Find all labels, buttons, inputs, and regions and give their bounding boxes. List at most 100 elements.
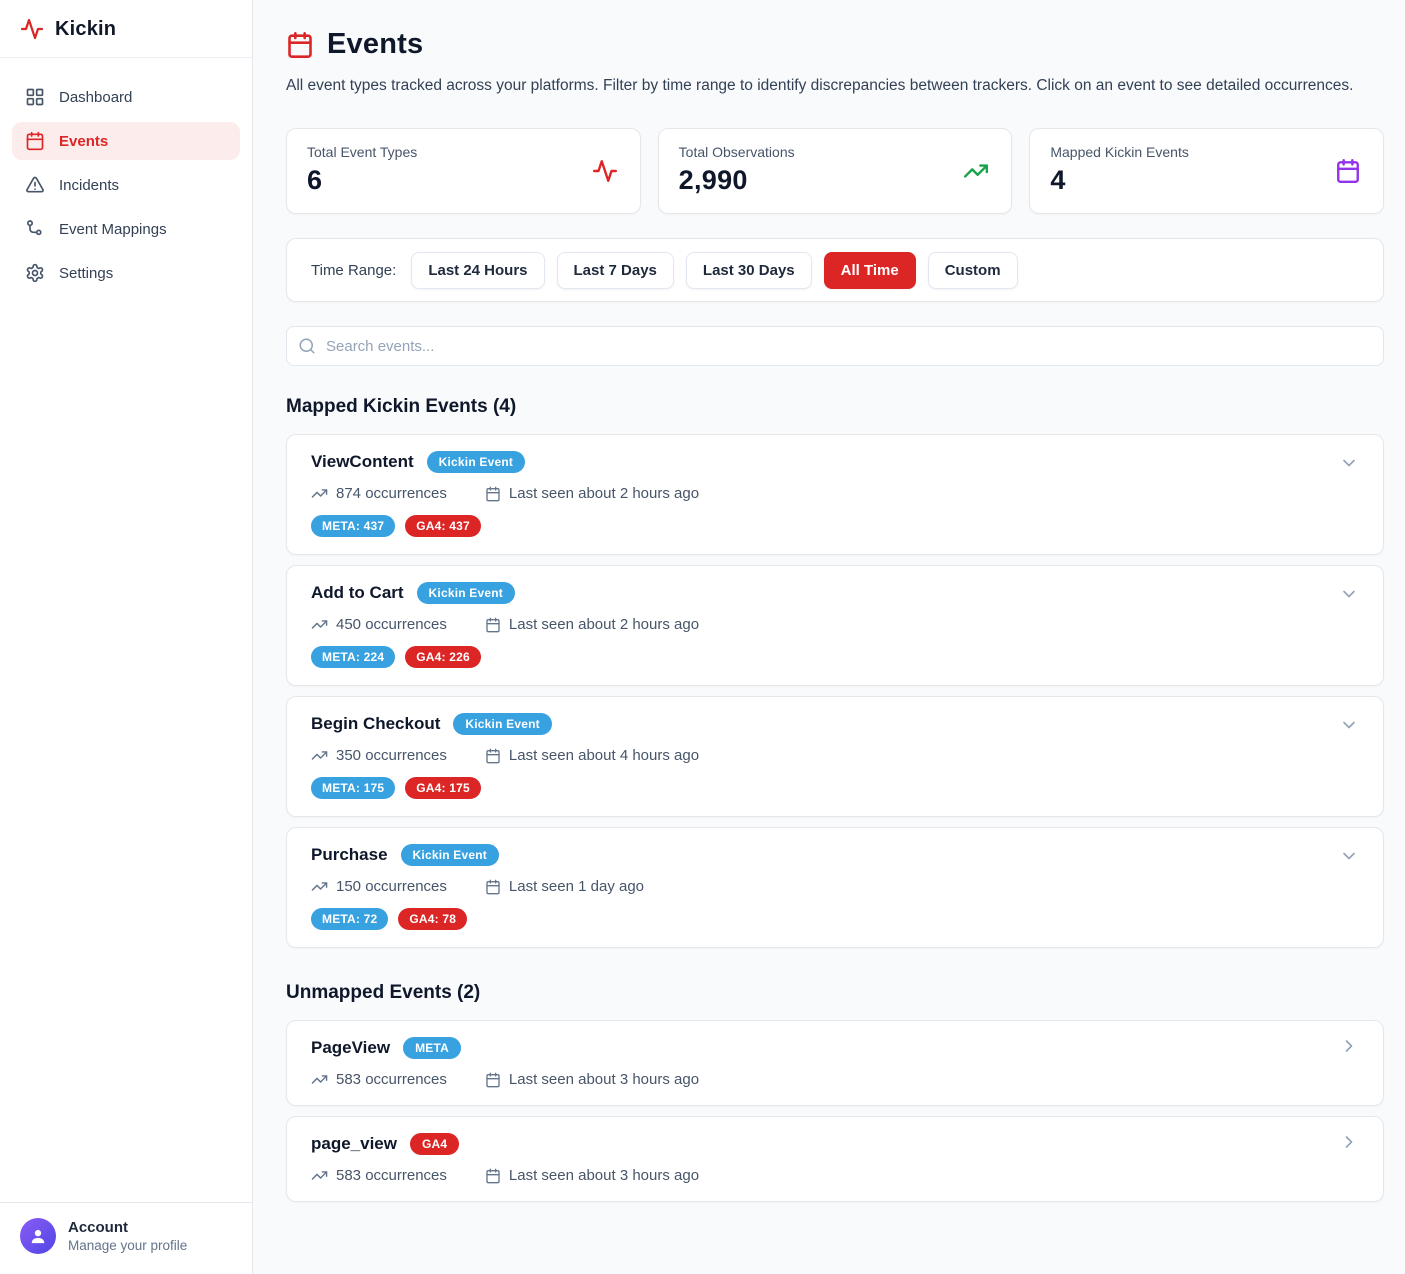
stats-row: Total Event Types 6 Total Observations 2… bbox=[286, 128, 1385, 214]
event-name: page_view bbox=[311, 1134, 397, 1153]
sidebar-item-incidents[interactable]: Incidents bbox=[12, 166, 240, 204]
sidebar-item-events[interactable]: Events bbox=[12, 122, 240, 160]
calendar-icon bbox=[486, 486, 500, 501]
sidebar: Kickin Dashboard Events Incidents Event … bbox=[0, 0, 253, 1274]
ga4-count-badge: GA4: 226 bbox=[405, 646, 481, 668]
time-range-last-24-hours-button[interactable]: Last 24 Hours bbox=[411, 251, 545, 289]
chevron-right-icon[interactable] bbox=[1339, 1132, 1359, 1152]
page-description: All event types tracked across your plat… bbox=[286, 77, 1354, 94]
alert-triangle-icon bbox=[25, 175, 45, 195]
time-range-label: Time Range: bbox=[311, 261, 397, 279]
event-name: ViewContent bbox=[311, 452, 414, 471]
ga4-source-badge: GA4 bbox=[410, 1133, 460, 1155]
occurrences: 583 occurrences bbox=[311, 1071, 447, 1088]
trending-up-icon bbox=[311, 1075, 328, 1084]
meta-count-badge: META: 437 bbox=[311, 515, 396, 537]
meta-count-badge: META: 175 bbox=[311, 777, 396, 799]
activity-icon bbox=[20, 17, 44, 41]
stat-label: Total Observations bbox=[678, 144, 795, 160]
sidebar-item-label: Dashboard bbox=[59, 88, 133, 106]
mapped-events-heading: Mapped Kickin Events (4) bbox=[286, 396, 517, 417]
route-icon bbox=[25, 219, 45, 239]
page-header: Events bbox=[286, 28, 1384, 61]
meta-count-badge: META: 72 bbox=[311, 908, 389, 930]
stat-value: 6 bbox=[307, 165, 323, 195]
sidebar-item-label: Incidents bbox=[59, 176, 120, 194]
stat-label: Mapped Kickin Events bbox=[1050, 144, 1189, 160]
chevron-down-icon[interactable] bbox=[1339, 584, 1359, 604]
trending-up-icon bbox=[311, 1171, 328, 1180]
time-range-all-time-button[interactable]: All Time bbox=[823, 251, 916, 289]
meta-source-badge: META bbox=[403, 1037, 461, 1059]
sidebar-item-settings[interactable]: Settings bbox=[12, 254, 240, 292]
trending-up-icon bbox=[311, 751, 328, 760]
sidebar-item-label: Events bbox=[59, 132, 109, 150]
avatar bbox=[20, 1218, 56, 1254]
meta-count-badge: META: 224 bbox=[311, 646, 396, 668]
stat-value: 2,990 bbox=[678, 165, 748, 195]
trending-up-icon bbox=[311, 489, 328, 498]
event-card-pageview[interactable]: PageView META 583 occurrences Last seen … bbox=[286, 1020, 1384, 1106]
chevron-right-icon[interactable] bbox=[1339, 1036, 1359, 1056]
event-card-begin-checkout[interactable]: Begin Checkout Kickin Event 350 occurren… bbox=[286, 696, 1384, 817]
last-seen: Last seen 1 day ago bbox=[485, 878, 644, 895]
stat-card-mapped-kickin-events: Mapped Kickin Events 4 bbox=[1029, 128, 1385, 214]
last-seen: Last seen about 2 hours ago bbox=[485, 616, 699, 633]
calendar-icon bbox=[486, 748, 500, 763]
search-bar bbox=[286, 326, 1384, 366]
event-card-add-to-cart[interactable]: Add to Cart Kickin Event 450 occurrences… bbox=[286, 565, 1384, 686]
stat-card-total-event-types: Total Event Types 6 bbox=[286, 128, 641, 214]
gear-icon bbox=[25, 263, 45, 283]
chevron-down-icon[interactable] bbox=[1339, 453, 1359, 473]
ga4-count-badge: GA4: 437 bbox=[405, 515, 481, 537]
event-name: Begin Checkout bbox=[311, 714, 441, 733]
sidebar-nav: Dashboard Events Incidents Event Mapping… bbox=[0, 58, 252, 1202]
activity-icon bbox=[592, 158, 618, 184]
time-range-custom-button[interactable]: Custom bbox=[927, 251, 1018, 289]
account-text: Account Manage your profile bbox=[68, 1219, 187, 1253]
page-title: Events bbox=[327, 28, 424, 60]
event-card-purchase[interactable]: Purchase Kickin Event 150 occurrences La… bbox=[286, 827, 1384, 948]
event-card-viewcontent[interactable]: ViewContent Kickin Event 874 occurrences… bbox=[286, 434, 1384, 555]
sidebar-item-label: Event Mappings bbox=[59, 220, 167, 238]
last-seen: Last seen about 3 hours ago bbox=[485, 1071, 699, 1088]
sidebar-item-label: Settings bbox=[59, 264, 114, 282]
calendar-icon bbox=[486, 1072, 500, 1087]
search-input[interactable] bbox=[286, 326, 1384, 366]
occurrences: 350 occurrences bbox=[311, 747, 447, 764]
occurrences: 450 occurrences bbox=[311, 616, 447, 633]
chevron-down-icon[interactable] bbox=[1339, 715, 1359, 735]
trending-up-icon bbox=[311, 620, 328, 629]
event-card-page-view[interactable]: page_view GA4 583 occurrences Last seen … bbox=[286, 1116, 1384, 1202]
account-title: Account bbox=[68, 1219, 128, 1236]
unmapped-events-heading: Unmapped Events (2) bbox=[286, 982, 481, 1003]
chevron-down-icon[interactable] bbox=[1339, 846, 1359, 866]
event-name: Add to Cart bbox=[311, 583, 404, 602]
trending-up-icon bbox=[963, 158, 989, 184]
sidebar-item-dashboard[interactable]: Dashboard bbox=[12, 78, 240, 116]
time-range-last-7-days-button[interactable]: Last 7 Days bbox=[556, 251, 674, 289]
stat-label: Total Event Types bbox=[307, 144, 418, 160]
main-content: Events All event types tracked across yo… bbox=[253, 0, 1405, 1242]
trending-up-icon bbox=[311, 882, 328, 891]
occurrences: 150 occurrences bbox=[311, 878, 447, 895]
occurrences: 874 occurrences bbox=[311, 485, 447, 502]
kickin-event-badge: Kickin Event bbox=[426, 451, 526, 473]
account-link[interactable]: Account Manage your profile bbox=[0, 1202, 252, 1274]
sidebar-item-event-mappings[interactable]: Event Mappings bbox=[12, 210, 240, 248]
dashboard-grid-icon bbox=[25, 87, 45, 107]
calendar-icon bbox=[286, 31, 314, 59]
app-name: Kickin bbox=[55, 17, 117, 40]
last-seen: Last seen about 3 hours ago bbox=[485, 1167, 699, 1184]
stat-value: 4 bbox=[1050, 165, 1066, 195]
kickin-event-badge: Kickin Event bbox=[416, 582, 515, 604]
last-seen: Last seen about 2 hours ago bbox=[485, 485, 699, 502]
app-logo[interactable]: Kickin bbox=[0, 0, 252, 58]
account-subtitle: Manage your profile bbox=[68, 1238, 188, 1253]
last-seen: Last seen about 4 hours ago bbox=[485, 747, 699, 764]
calendar-icon bbox=[486, 1168, 500, 1183]
time-range-last-30-days-button[interactable]: Last 30 Days bbox=[685, 251, 812, 289]
search-icon bbox=[298, 337, 316, 355]
occurrences: 583 occurrences bbox=[311, 1167, 447, 1184]
event-name: Purchase bbox=[311, 845, 388, 864]
